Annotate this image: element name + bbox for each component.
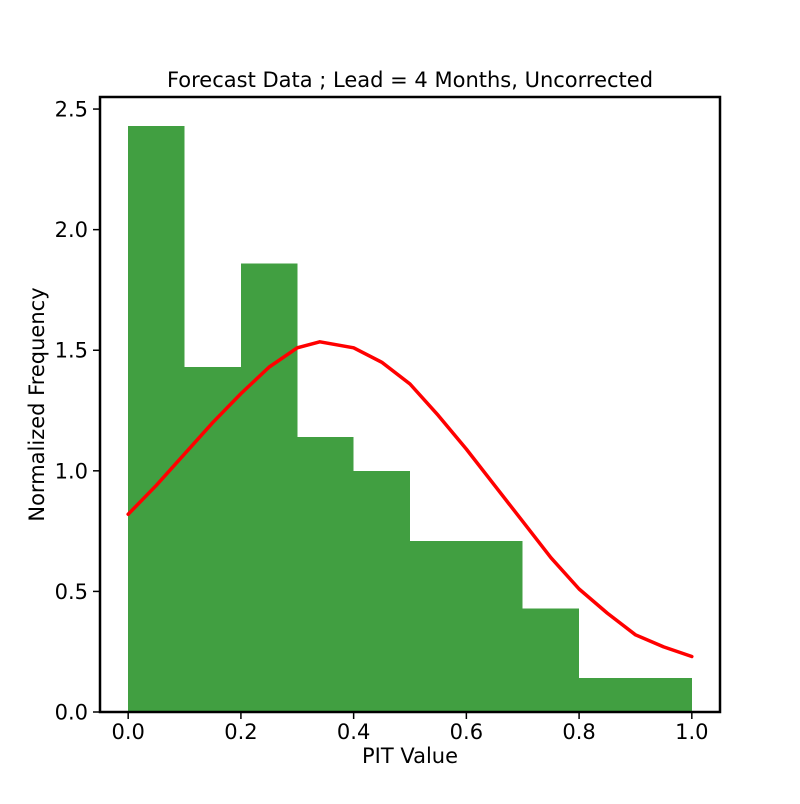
x-tick-label: 0.4 <box>337 720 370 744</box>
histogram-bar <box>579 678 636 712</box>
histogram-bar <box>410 540 467 712</box>
y-axis-ticks: 0.0 0.5 1.0 1.5 2.0 2.5 <box>55 98 100 725</box>
histogram-bar <box>128 125 185 713</box>
y-tick-label: 2.0 <box>55 218 88 242</box>
x-tick-label: 0.0 <box>111 720 144 744</box>
histogram-bar <box>297 437 354 712</box>
fit-curve <box>126 340 694 659</box>
x-axis-label: PIT Value <box>362 744 458 768</box>
histogram-bar <box>184 367 241 712</box>
axes-frame <box>98 95 722 714</box>
histogram-bar <box>635 678 692 712</box>
histogram-bar <box>522 608 580 712</box>
x-tick-label: 0.2 <box>224 720 257 744</box>
histogram-bars <box>128 125 692 713</box>
fit-curve-layer <box>126 340 694 659</box>
x-tick-label: 0.8 <box>562 720 595 744</box>
y-axis-label: Normalized Frequency <box>25 287 49 521</box>
x-axis-ticks: 0.0 0.2 0.4 0.6 0.8 1.0 <box>111 712 709 744</box>
y-tick-label: 1.0 <box>55 459 88 483</box>
histogram-bar <box>240 263 298 712</box>
y-tick-label: 0.0 <box>55 701 88 725</box>
histogram-bar <box>466 540 523 712</box>
chart-title: Forecast Data ; Lead = 4 Months, Uncorre… <box>167 68 653 92</box>
x-tick-label: 1.0 <box>675 720 708 744</box>
y-tick-label: 0.5 <box>55 580 88 604</box>
x-tick-label: 0.6 <box>450 720 483 744</box>
y-tick-label: 1.5 <box>55 339 88 363</box>
histogram-bar <box>353 470 410 712</box>
y-tick-label: 2.5 <box>55 98 88 122</box>
